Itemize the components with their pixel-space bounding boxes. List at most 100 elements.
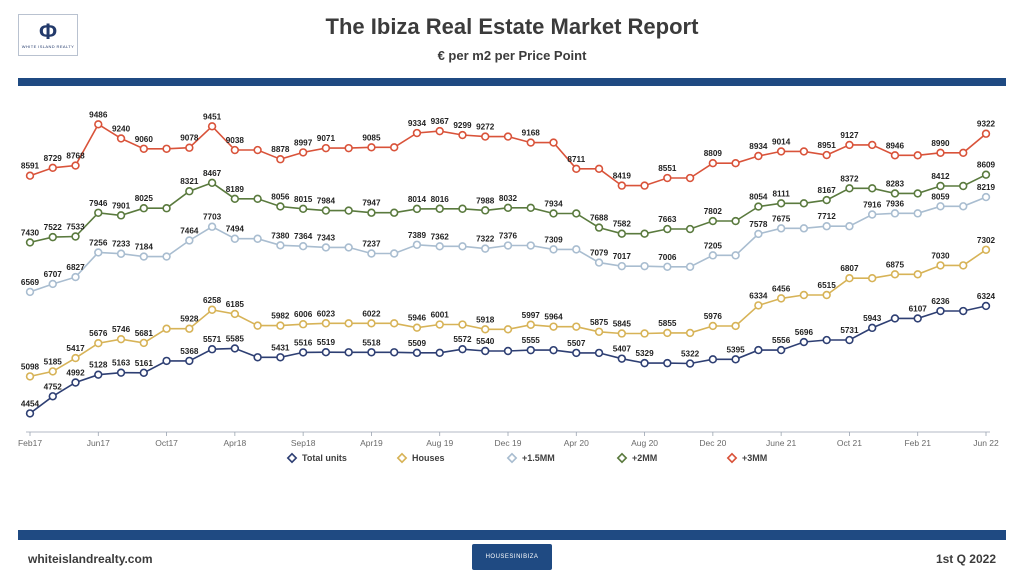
svg-text:9451: 9451 bbox=[203, 112, 222, 121]
footer-url: whiteislandrealty.com bbox=[28, 552, 152, 566]
svg-text:7984: 7984 bbox=[317, 197, 336, 206]
svg-text:Houses: Houses bbox=[412, 453, 445, 463]
svg-text:6023: 6023 bbox=[317, 309, 336, 318]
logo-glyph: Φ bbox=[39, 21, 57, 43]
svg-text:7309: 7309 bbox=[544, 235, 563, 244]
svg-text:5845: 5845 bbox=[613, 319, 632, 328]
svg-text:6334: 6334 bbox=[749, 291, 768, 300]
svg-text:+2MM: +2MM bbox=[632, 453, 657, 463]
chart-container: Feb17Jun17Oct17Apr18Sep18Apr19Aug 19Dec … bbox=[18, 98, 1006, 522]
svg-text:5555: 5555 bbox=[522, 336, 541, 345]
svg-text:8111: 8111 bbox=[772, 189, 790, 198]
svg-text:5556: 5556 bbox=[772, 336, 791, 345]
svg-text:7522: 7522 bbox=[44, 223, 63, 232]
svg-text:8946: 8946 bbox=[886, 141, 905, 150]
svg-text:6006: 6006 bbox=[294, 310, 313, 319]
svg-text:7494: 7494 bbox=[226, 225, 245, 234]
svg-text:7362: 7362 bbox=[431, 232, 450, 241]
svg-text:7006: 7006 bbox=[658, 253, 677, 262]
svg-text:7376: 7376 bbox=[499, 232, 518, 241]
svg-text:5128: 5128 bbox=[89, 361, 108, 370]
svg-text:9334: 9334 bbox=[408, 119, 427, 128]
svg-text:7947: 7947 bbox=[362, 199, 381, 208]
svg-text:5997: 5997 bbox=[522, 311, 541, 320]
svg-text:9071: 9071 bbox=[317, 134, 336, 143]
svg-text:5982: 5982 bbox=[271, 312, 290, 321]
svg-text:6515: 6515 bbox=[818, 281, 837, 290]
svg-text:6022: 6022 bbox=[362, 309, 381, 318]
svg-text:8167: 8167 bbox=[818, 186, 837, 195]
svg-text:5976: 5976 bbox=[704, 312, 723, 321]
svg-text:5161: 5161 bbox=[135, 359, 154, 368]
svg-text:7343: 7343 bbox=[317, 233, 336, 242]
svg-text:7533: 7533 bbox=[66, 223, 85, 232]
svg-text:7663: 7663 bbox=[658, 215, 677, 224]
svg-text:6107: 6107 bbox=[909, 304, 928, 313]
svg-text:9486: 9486 bbox=[89, 110, 108, 119]
svg-text:5098: 5098 bbox=[21, 362, 40, 371]
svg-text:Feb17: Feb17 bbox=[18, 438, 42, 448]
svg-text:8219: 8219 bbox=[977, 183, 996, 192]
svg-text:Jun 22: Jun 22 bbox=[973, 438, 999, 448]
divider-band-top bbox=[18, 78, 1006, 86]
svg-text:8878: 8878 bbox=[271, 145, 290, 154]
svg-text:7464: 7464 bbox=[180, 226, 199, 235]
svg-text:7184: 7184 bbox=[135, 243, 154, 252]
line-chart: Feb17Jun17Oct17Apr18Sep18Apr19Aug 19Dec … bbox=[18, 98, 1006, 522]
svg-text:5946: 5946 bbox=[408, 314, 427, 323]
svg-text:6258: 6258 bbox=[203, 296, 222, 305]
svg-text:7578: 7578 bbox=[749, 220, 768, 229]
svg-text:5918: 5918 bbox=[476, 315, 495, 324]
svg-text:5540: 5540 bbox=[476, 337, 495, 346]
svg-text:8609: 8609 bbox=[977, 161, 996, 170]
svg-text:5516: 5516 bbox=[294, 338, 313, 347]
footer-period: 1st Q 2022 bbox=[936, 552, 996, 566]
svg-text:8412: 8412 bbox=[931, 172, 950, 181]
svg-text:6569: 6569 bbox=[21, 278, 40, 287]
svg-text:9240: 9240 bbox=[112, 124, 131, 133]
svg-text:9038: 9038 bbox=[226, 136, 245, 145]
svg-text:Oct 21: Oct 21 bbox=[837, 438, 862, 448]
svg-text:8419: 8419 bbox=[613, 172, 632, 181]
svg-text:Apr 20: Apr 20 bbox=[564, 438, 589, 448]
svg-text:5431: 5431 bbox=[271, 343, 290, 352]
svg-text:5696: 5696 bbox=[795, 328, 814, 337]
svg-text:Aug 20: Aug 20 bbox=[631, 438, 658, 448]
svg-text:9367: 9367 bbox=[431, 117, 450, 126]
svg-text:8321: 8321 bbox=[180, 177, 199, 186]
brand-logo: Φ WHITE ISLAND REALTY bbox=[18, 14, 78, 56]
svg-text:5185: 5185 bbox=[44, 357, 63, 366]
svg-text:Sep18: Sep18 bbox=[291, 438, 316, 448]
svg-text:Oct17: Oct17 bbox=[155, 438, 178, 448]
svg-text:6236: 6236 bbox=[931, 297, 950, 306]
svg-text:7302: 7302 bbox=[977, 236, 996, 245]
svg-text:8934: 8934 bbox=[749, 142, 768, 151]
svg-text:8054: 8054 bbox=[749, 193, 768, 202]
svg-text:7582: 7582 bbox=[613, 220, 632, 229]
svg-text:5572: 5572 bbox=[453, 335, 472, 344]
svg-text:5731: 5731 bbox=[840, 326, 859, 335]
svg-text:7934: 7934 bbox=[544, 199, 563, 208]
svg-text:8990: 8990 bbox=[931, 139, 950, 148]
svg-text:5585: 5585 bbox=[226, 334, 245, 343]
svg-text:8014: 8014 bbox=[408, 195, 427, 204]
footer-logo: HOUSESINIBIZA bbox=[472, 544, 552, 570]
svg-text:8729: 8729 bbox=[44, 154, 63, 163]
svg-text:8551: 8551 bbox=[658, 164, 677, 173]
svg-text:7017: 7017 bbox=[613, 252, 632, 261]
svg-text:5964: 5964 bbox=[544, 313, 563, 322]
svg-text:8809: 8809 bbox=[704, 149, 723, 158]
svg-text:Apr18: Apr18 bbox=[224, 438, 247, 448]
svg-text:7675: 7675 bbox=[772, 214, 791, 223]
report-page: Φ WHITE ISLAND REALTY The Ibiza Real Est… bbox=[0, 0, 1024, 576]
svg-text:June 21: June 21 bbox=[766, 438, 797, 448]
svg-text:5855: 5855 bbox=[658, 319, 677, 328]
svg-text:7802: 7802 bbox=[704, 207, 723, 216]
svg-text:7322: 7322 bbox=[476, 235, 495, 244]
svg-text:6001: 6001 bbox=[431, 311, 450, 320]
svg-text:8059: 8059 bbox=[931, 192, 950, 201]
svg-text:6827: 6827 bbox=[66, 263, 85, 272]
svg-text:5746: 5746 bbox=[112, 325, 131, 334]
svg-text:Dec 20: Dec 20 bbox=[699, 438, 726, 448]
svg-text:8056: 8056 bbox=[271, 192, 290, 201]
